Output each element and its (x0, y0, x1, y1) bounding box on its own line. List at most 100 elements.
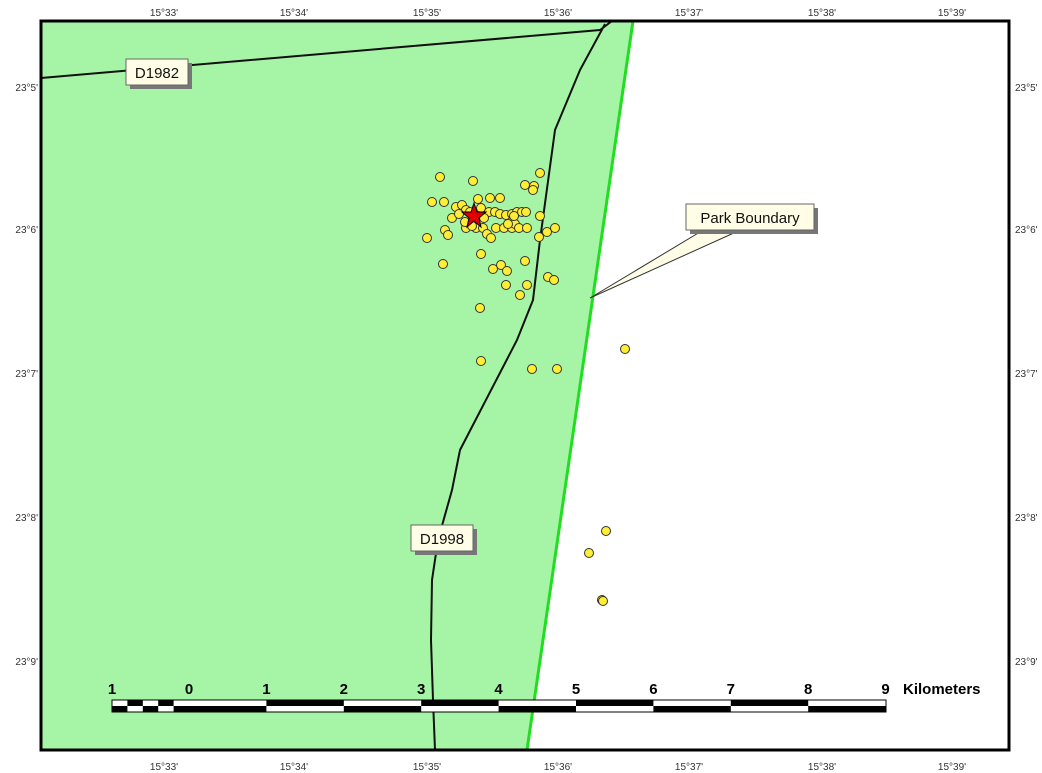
graticule-label: 15°33' (150, 8, 178, 19)
scale-bar-label: 2 (340, 681, 348, 698)
incident-point[interactable] (485, 193, 495, 203)
incident-point[interactable] (439, 197, 449, 207)
graticule-label: 23°5' (1015, 83, 1038, 94)
incident-point[interactable] (527, 364, 537, 374)
graticule-label: 23°5' (15, 83, 38, 94)
incident-point[interactable] (509, 211, 519, 221)
park-area (41, 21, 633, 750)
incident-point[interactable] (598, 596, 608, 606)
incident-point[interactable] (488, 264, 498, 274)
top-graticule-labels: 15°33' 15°34' 15°35' 15°36' 15°37' 15°38' 15°3… (150, 8, 966, 19)
scale-bar-label: 1 (108, 681, 116, 698)
incident-point[interactable] (476, 356, 486, 366)
scale-bar-segment (808, 706, 886, 712)
scale-bar-label: 7 (727, 681, 735, 698)
incident-point[interactable] (535, 168, 545, 178)
graticule-label: 15°38' (808, 762, 836, 773)
graticule-label: 23°6' (1015, 225, 1038, 236)
graticule-label: 15°39' (938, 762, 966, 773)
graticule-label: 15°35' (413, 762, 441, 773)
scale-bar-border (111, 699, 887, 713)
incident-point[interactable] (503, 219, 513, 229)
incident-point[interactable] (522, 280, 532, 290)
incident-point[interactable] (522, 223, 532, 233)
incident-point[interactable] (422, 233, 432, 243)
incident-point[interactable] (476, 249, 486, 259)
incident-point[interactable] (528, 185, 538, 195)
graticule-label: 15°33' (150, 762, 178, 773)
graticule-label: 23°7' (15, 369, 38, 380)
graticule-label: 23°7' (1015, 369, 1038, 380)
scale-bar-label: 6 (649, 681, 657, 698)
graticule-label: 23°8' (15, 513, 38, 524)
incident-point[interactable] (601, 526, 611, 536)
road-label-d1982-text: D1982 (135, 65, 179, 82)
park-boundary-line (525, 20, 635, 751)
incident-point[interactable] (475, 303, 485, 313)
right-graticule-labels: 23°5' 23°6' 23°7' 23°8' 23°9' (1015, 83, 1038, 668)
scale-bar-segment (158, 700, 174, 706)
incident-point[interactable] (620, 344, 630, 354)
scale-bar-label: 5 (572, 681, 580, 698)
scale-bar-segment (653, 706, 731, 712)
incident-point[interactable] (584, 548, 594, 558)
scale-bar-segment (127, 700, 143, 706)
incident-point[interactable] (495, 193, 505, 203)
incident-point[interactable] (501, 280, 511, 290)
incident-point[interactable] (468, 176, 478, 186)
scale-bar-label: 4 (494, 681, 503, 698)
incident-point[interactable] (454, 209, 464, 219)
graticule-label: 15°37' (675, 762, 703, 773)
road-label-d1982: D1982 (125, 58, 192, 89)
incident-point[interactable] (520, 256, 530, 266)
incident-point[interactable] (521, 207, 531, 217)
origin-star-marker[interactable] (460, 201, 488, 229)
graticule-label: 15°36' (544, 8, 572, 19)
scale-bar-unit: Kilometers (903, 681, 981, 698)
incident-point[interactable] (486, 233, 496, 243)
scale-bar-segment (173, 706, 189, 712)
graticule-label: 23°9' (1015, 657, 1038, 668)
incident-point[interactable] (427, 197, 437, 207)
map-frame (39, 19, 1011, 752)
scale-bar-segment (343, 706, 422, 712)
scale-bar-segment (189, 706, 267, 712)
graticule-label: 15°39' (938, 8, 966, 19)
bottom-graticule-labels: 15°33' 15°34' 15°35' 15°36' 15°37' 15°38' 15°3… (150, 762, 966, 773)
scale-bar-segment (266, 700, 344, 706)
incident-point[interactable] (552, 364, 562, 374)
road-d1982 (40, 20, 613, 79)
road-label-d1998: D1998 (410, 524, 477, 555)
incident-point[interactable] (549, 275, 559, 285)
incident-point[interactable] (443, 230, 453, 240)
graticule-label: 15°35' (413, 8, 441, 19)
graticule-label: 15°38' (808, 8, 836, 19)
graticule-label: 15°36' (544, 762, 572, 773)
road-label-d1998-text: D1998 (420, 531, 464, 548)
incident-point[interactable] (496, 260, 506, 270)
incident-point[interactable] (438, 259, 448, 269)
incident-point[interactable] (535, 211, 545, 221)
graticule-label: 23°9' (15, 657, 38, 668)
incident-point[interactable] (550, 223, 560, 233)
scale-bar-segment (730, 700, 809, 706)
scale-bar-segment (421, 700, 499, 706)
park-boundary-label-text: Park Boundary (700, 210, 800, 227)
incident-point[interactable] (473, 194, 483, 204)
incident-point[interactable] (435, 172, 445, 182)
scale-bar-segment (112, 706, 128, 712)
incident-point[interactable] (520, 180, 530, 190)
scale-bar-label: 1 (262, 681, 270, 698)
graticule-label: 15°34' (280, 762, 308, 773)
incident-point[interactable] (515, 290, 525, 300)
scale-bar-label: 8 (804, 681, 812, 698)
incident-point[interactable] (502, 266, 512, 276)
scale-bar-label: 3 (417, 681, 425, 698)
incident-point[interactable] (542, 227, 552, 237)
incident-point[interactable] (534, 232, 544, 242)
scale-bar: 1 0 1 2 3 4 5 6 7 8 9 Kilometers (108, 681, 981, 713)
graticule-label: 15°34' (280, 8, 308, 19)
scale-bar-label: 0 (185, 681, 193, 698)
left-graticule-labels: 23°5' 23°6' 23°7' 23°8' 23°9' (15, 83, 38, 668)
